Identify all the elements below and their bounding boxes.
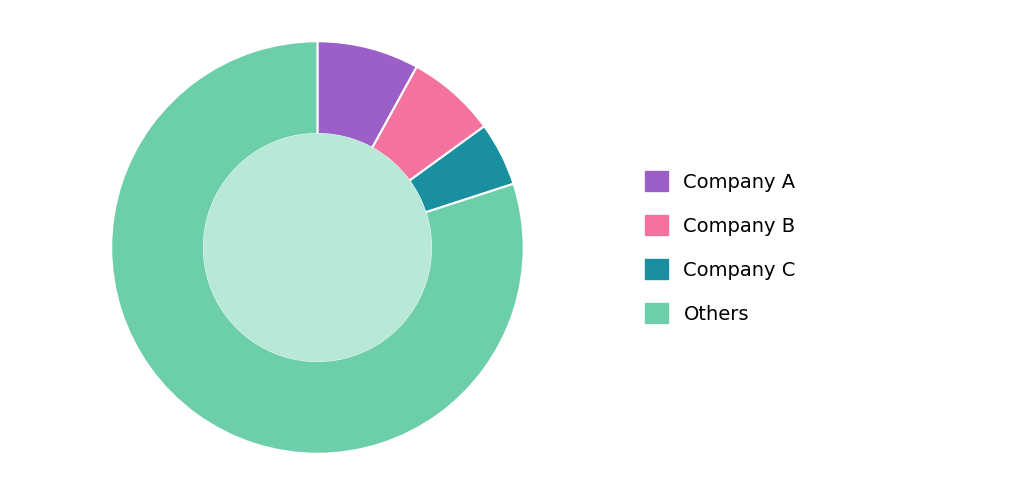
Circle shape	[204, 134, 431, 361]
Wedge shape	[112, 41, 523, 454]
Wedge shape	[410, 126, 514, 212]
Wedge shape	[372, 67, 484, 181]
Wedge shape	[317, 41, 417, 148]
Legend: Company A, Company B, Company C, Others: Company A, Company B, Company C, Others	[644, 171, 796, 324]
